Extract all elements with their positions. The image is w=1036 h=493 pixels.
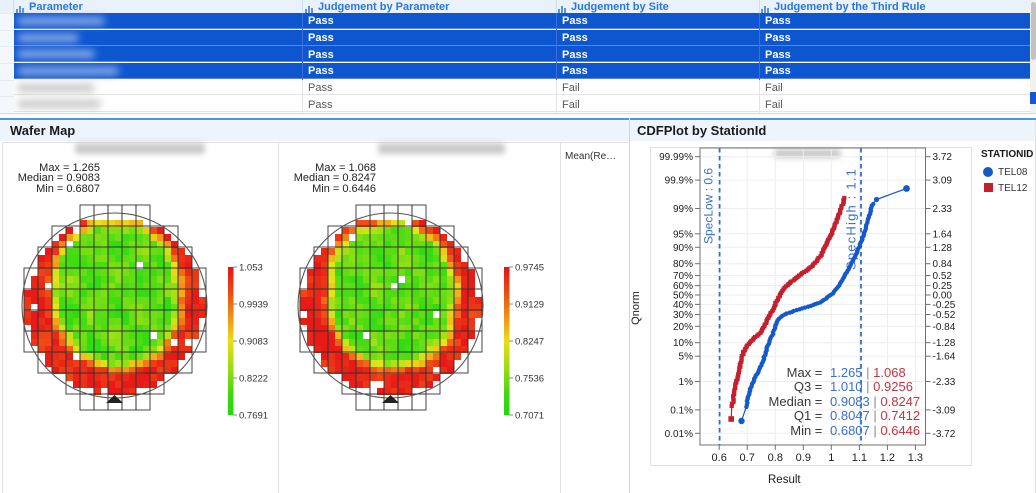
svg-text:SpecHigh : 1.1: SpecHigh : 1.1	[844, 168, 859, 270]
svg-text:0.8: 0.8	[768, 452, 783, 464]
svg-text:0.9: 0.9	[796, 452, 811, 464]
svg-text:1.3: 1.3	[908, 452, 923, 464]
svg-text:0.52: 0.52	[933, 271, 953, 282]
svg-text:-0.84: -0.84	[933, 322, 956, 333]
svg-text:1.28: 1.28	[933, 243, 953, 254]
svg-text:1.2: 1.2	[880, 452, 895, 464]
svg-text:0.9745: 0.9745	[515, 263, 544, 274]
svg-text:-0.52: -0.52	[933, 310, 956, 321]
svg-text:0.6: 0.6	[712, 452, 727, 464]
svg-text:0.7071: 0.7071	[515, 411, 544, 422]
svg-text:0.7691: 0.7691	[239, 411, 268, 422]
svg-text:1.1: 1.1	[852, 452, 867, 464]
svg-text:1%: 1%	[679, 377, 694, 388]
svg-text:0.8222: 0.8222	[239, 374, 268, 385]
svg-text:0.7: 0.7	[740, 452, 755, 464]
svg-text:1: 1	[828, 452, 834, 464]
svg-text:0.9129: 0.9129	[515, 300, 544, 311]
svg-text:-3.72: -3.72	[933, 429, 956, 440]
svg-text:2.33: 2.33	[933, 204, 953, 215]
svg-text:60%: 60%	[673, 281, 693, 292]
svg-text:-1.64: -1.64	[933, 352, 956, 363]
svg-text:20%: 20%	[673, 322, 693, 333]
svg-text:-3.09: -3.09	[933, 405, 956, 416]
svg-text:0.1%: 0.1%	[670, 405, 693, 416]
svg-text:50%: 50%	[673, 291, 693, 302]
svg-text:95%: 95%	[673, 229, 693, 240]
svg-text:30%: 30%	[673, 310, 693, 321]
svg-text:3.72: 3.72	[933, 152, 953, 163]
svg-text:90%: 90%	[673, 243, 693, 254]
svg-text:-2.33: -2.33	[933, 377, 956, 388]
svg-text:99.99%: 99.99%	[659, 152, 693, 163]
svg-text:-0.25: -0.25	[933, 300, 956, 311]
svg-text:0.8247: 0.8247	[515, 337, 544, 348]
svg-text:3.09: 3.09	[933, 176, 953, 187]
svg-text:40%: 40%	[673, 300, 693, 311]
svg-text:80%: 80%	[673, 259, 693, 270]
svg-text:99%: 99%	[673, 204, 693, 215]
svg-text:99.9%: 99.9%	[665, 176, 693, 187]
svg-text:0.9939: 0.9939	[239, 300, 268, 311]
svg-text:5%: 5%	[679, 352, 694, 363]
svg-text:SpecLow : 0.6: SpecLow : 0.6	[702, 168, 716, 244]
svg-text:10%: 10%	[673, 338, 693, 349]
svg-text:-1.28: -1.28	[933, 338, 956, 349]
svg-text:0.84: 0.84	[933, 259, 953, 270]
svg-text:0.01%: 0.01%	[665, 429, 693, 440]
svg-text:0.9083: 0.9083	[239, 337, 268, 348]
svg-text:1.053: 1.053	[239, 263, 263, 274]
svg-text:70%: 70%	[673, 271, 693, 282]
svg-text:0.7536: 0.7536	[515, 374, 544, 385]
svg-text:0.00: 0.00	[933, 291, 953, 302]
svg-text:0.25: 0.25	[933, 281, 953, 292]
svg-text:1.64: 1.64	[933, 229, 953, 240]
